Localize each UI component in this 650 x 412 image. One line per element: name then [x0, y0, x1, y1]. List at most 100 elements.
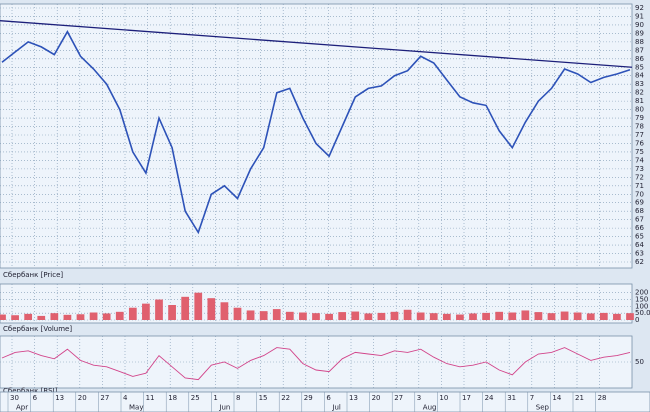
y-tick-label: 70: [635, 190, 644, 198]
volume-bar: [403, 309, 412, 320]
volume-bar: [482, 312, 490, 320]
y-tick-label: 50.0: [635, 309, 650, 317]
y-tick-label: 63: [635, 250, 644, 258]
volume-bar: [76, 314, 85, 320]
y-tick-label: 89: [635, 29, 644, 37]
day-label: 11: [146, 394, 155, 402]
volume-bar: [312, 313, 320, 320]
day-label: 22: [281, 394, 290, 402]
price-line: [1, 347, 631, 381]
y-tick-label: 81: [635, 97, 644, 105]
volume-bar: [560, 311, 569, 320]
day-label: 17: [462, 394, 471, 402]
volume-bar: [37, 315, 46, 320]
panel-label: Сбербанк [Volume]: [3, 325, 72, 333]
day-label: 28: [598, 394, 607, 402]
date-axis: [0, 391, 650, 412]
y-tick-label: 79: [635, 114, 644, 122]
panel: [0, 3, 633, 269]
volume-bar: [259, 311, 268, 320]
volume-bar: [89, 312, 98, 320]
volume-bar: [599, 312, 608, 320]
month-label: May: [129, 404, 143, 412]
y-tick-label: 65: [635, 233, 644, 241]
volume-bar: [351, 311, 360, 320]
y-tick-label: 91: [635, 12, 644, 20]
volume-bar: [429, 313, 438, 320]
volume-bar: [181, 296, 190, 320]
y-tick-label: 85: [635, 63, 644, 71]
volume-bar: [233, 307, 242, 320]
volume-bar: [626, 313, 634, 320]
y-tick-label: 87: [635, 46, 644, 54]
y-tick-label: 67: [635, 216, 644, 224]
day-label: 30: [10, 394, 19, 402]
price-line: [1, 30, 631, 235]
volume-bar: [390, 311, 399, 320]
volume-bar: [534, 312, 543, 320]
y-tick-label: 64: [635, 241, 644, 249]
panel-label: Сбербанк [RSI]: [3, 387, 58, 395]
volume-bar: [456, 314, 464, 320]
trendline: [0, 20, 633, 68]
volume-bar: [102, 313, 111, 320]
y-tick-label: 86: [635, 55, 644, 63]
y-tick-label: 68: [635, 207, 644, 215]
month-label: Jul: [331, 404, 341, 412]
y-tick-label: 78: [635, 123, 644, 131]
day-label: 1: [213, 394, 217, 402]
volume-bar: [168, 305, 176, 320]
volume-bar: [547, 313, 556, 320]
day-label: 15: [259, 394, 268, 402]
y-tick-label: 66: [635, 224, 644, 232]
y-tick-label: 74: [635, 156, 644, 164]
day-label: 20: [372, 394, 381, 402]
day-label: 25: [191, 394, 200, 402]
volume-bar: [115, 311, 124, 320]
month-label: Jun: [218, 404, 230, 412]
volume-bar: [299, 312, 307, 320]
y-tick-label: 72: [635, 173, 644, 181]
y-tick-label: 62: [635, 258, 644, 266]
y-tick-label: 75: [635, 148, 644, 156]
day-label: 20: [78, 394, 87, 402]
day-label: 8: [236, 394, 240, 402]
y-tick-label: 200: [635, 289, 648, 297]
volume-bar: [246, 310, 255, 320]
volume-bar: [521, 310, 530, 320]
day-label: 10: [439, 394, 448, 402]
volume-bar: [377, 312, 386, 320]
volume-bar: [364, 313, 373, 320]
day-label: 21: [575, 394, 584, 402]
day-label: 7: [530, 394, 534, 402]
y-tick-label: 90: [635, 21, 644, 29]
y-tick-label: 82: [635, 89, 644, 97]
y-tick-label: 71: [635, 182, 644, 190]
volume-bar: [508, 312, 517, 320]
volume-bar: [11, 315, 19, 320]
y-tick-label: 100: [635, 302, 648, 310]
volume-bar: [469, 313, 477, 320]
day-label: 18: [168, 394, 177, 402]
day-label: 6: [326, 394, 331, 402]
volume-bar: [24, 313, 33, 320]
volume-bar: [416, 312, 425, 320]
volume-bar: [285, 311, 294, 320]
y-tick-label: 77: [635, 131, 644, 139]
day-label: 4: [123, 394, 128, 402]
volume-bar: [50, 313, 59, 320]
volume-bar: [272, 309, 281, 320]
month-label: Sep: [536, 404, 550, 412]
volume-bar: [207, 298, 216, 320]
y-tick-label: 69: [635, 199, 644, 207]
day-label: 31: [507, 394, 516, 402]
y-tick-label: 0: [635, 316, 639, 324]
y-tick-label: 80: [635, 106, 644, 114]
panel-label: Сбербанк [Price]: [3, 271, 63, 279]
volume-bar: [220, 302, 229, 320]
volume-bar: [613, 313, 621, 320]
month-label: Aug: [423, 404, 437, 412]
volume-bar: [495, 311, 504, 320]
y-tick-label: 50: [635, 358, 644, 366]
